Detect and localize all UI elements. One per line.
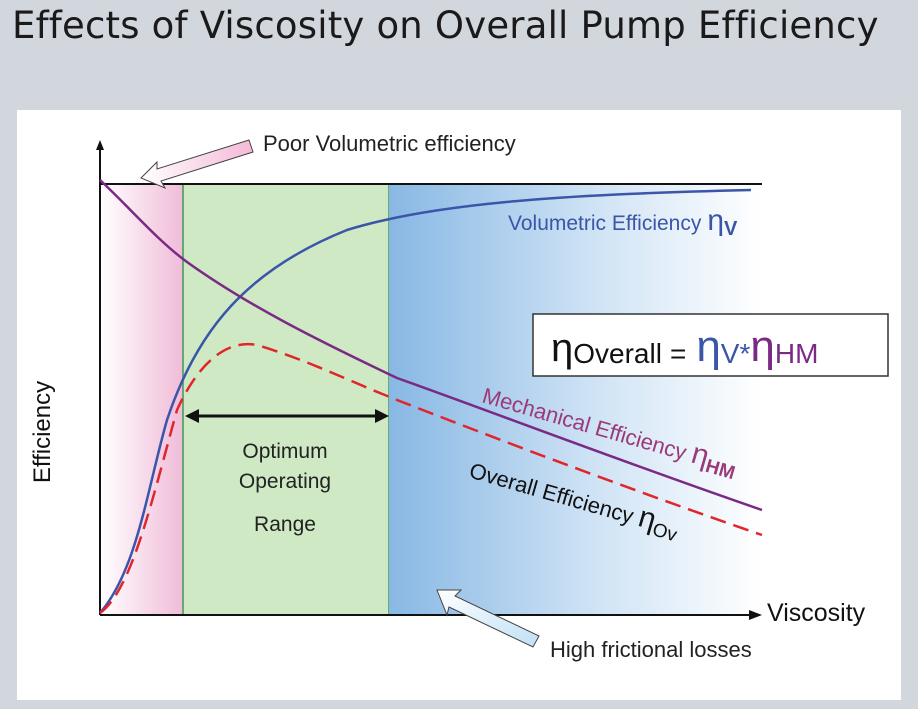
optimum-arrow-left-icon xyxy=(185,409,199,423)
formula-v-subscript: V* xyxy=(721,338,751,369)
formula-equals: = xyxy=(670,338,686,369)
svg-text:ηOverall=ηV*ηHM: ηOverall = ηV*ηHM xyxy=(551,322,818,371)
optimum-range-region xyxy=(182,183,390,616)
optimum-label-line2: Operating xyxy=(239,470,331,493)
high-frictional-label: High frictional losses xyxy=(550,637,752,662)
optimum-label-line3: Range xyxy=(254,513,316,536)
volumetric-eta-symbol: η xyxy=(707,204,724,237)
formula-overall-subscript: Overall xyxy=(573,338,662,369)
formula-hm-subscript: HM xyxy=(775,338,819,369)
formula-eta-v: η xyxy=(696,322,720,371)
optimum-arrow-right-icon xyxy=(375,409,389,423)
volumetric-label-text: Volumetric Efficiency xyxy=(508,212,702,235)
formula-eta-hm: η xyxy=(750,322,774,371)
formula-eta-overall: η xyxy=(551,326,573,370)
efficiency-diagram: Optimum Operating Range Poor Volumetric … xyxy=(29,131,889,662)
diagram-panel: Optimum Operating Range Poor Volumetric … xyxy=(17,110,901,700)
x-axis-arrow-icon xyxy=(749,610,762,620)
overall-formula-box: ηOverall = ηV*ηHM xyxy=(532,313,889,377)
poor-volumetric-arrow-icon xyxy=(140,139,254,190)
y-axis-arrow-icon xyxy=(96,140,104,150)
overall-efficiency-curve xyxy=(99,342,763,615)
volumetric-subscript: V xyxy=(724,218,738,240)
poor-volumetric-label: Poor Volumetric efficiency xyxy=(263,131,516,156)
volumetric-efficiency-curve xyxy=(99,188,752,614)
volumetric-efficiency-label: Volumetric Efficiency ηV xyxy=(508,204,738,240)
page-title: Effects of Viscosity on Overall Pump Eff… xyxy=(12,4,879,47)
mechanical-efficiency-curve xyxy=(99,179,763,512)
high-frictional-arrow-icon xyxy=(436,589,540,648)
x-axis-label: Viscosity xyxy=(767,599,866,627)
poor-volumetric-region xyxy=(100,184,183,615)
high-frictional-region xyxy=(389,184,762,615)
y-axis-label: Efficiency xyxy=(29,381,56,483)
optimum-label-line1: Optimum xyxy=(242,440,327,463)
